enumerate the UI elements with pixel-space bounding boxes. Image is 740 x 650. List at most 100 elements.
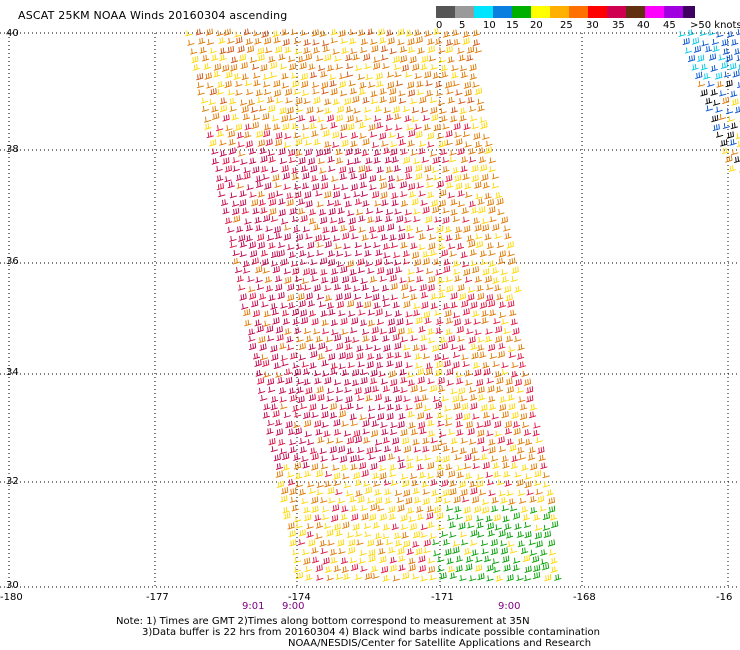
wind-barb: [346, 159, 354, 166]
wind-barb: [494, 284, 502, 292]
wind-barb: [396, 318, 404, 326]
wind-barb: [452, 546, 460, 554]
wind-barb: [283, 224, 292, 231]
wind-barb: [479, 116, 487, 123]
wind-barb: [333, 379, 342, 386]
wind-barb: [309, 71, 318, 79]
wind-barb: [491, 267, 500, 274]
wind-barb: [420, 106, 428, 113]
wind-barb: [465, 379, 473, 386]
wind-barb: [373, 480, 381, 487]
wind-barb: [414, 164, 423, 172]
wind-barb: [274, 232, 283, 240]
wind-barb: [437, 524, 445, 531]
wind-barb: [342, 521, 350, 529]
wind-barb: [468, 386, 477, 393]
wind-barb: [294, 327, 302, 334]
wind-barb: [472, 29, 480, 37]
wind-barb: [488, 249, 496, 256]
wind-barb: [222, 157, 230, 165]
wind-barb: [236, 225, 244, 233]
wind-barb: [722, 48, 731, 55]
wind-barb: [382, 436, 390, 444]
wind-barb: [482, 133, 490, 140]
wind-barb: [365, 165, 373, 173]
wind-barb: [422, 206, 430, 214]
wind-barb: [736, 141, 740, 148]
wind-barb: [320, 182, 329, 190]
wind-barb: [273, 123, 281, 131]
wind-barb: [358, 557, 366, 564]
wind-barb: [241, 303, 249, 310]
wind-barb: [350, 420, 358, 427]
wind-barb: [461, 402, 469, 411]
wind-barb: [474, 181, 482, 189]
wind-barb: [320, 547, 328, 555]
wind-barb: [289, 207, 297, 215]
wind-barb: [444, 548, 452, 556]
wind-barb: [367, 267, 375, 274]
wind-barb: [333, 472, 341, 480]
wind-barb: [389, 464, 397, 471]
wind-barb: [290, 260, 299, 267]
wind-barb: [523, 521, 532, 529]
wind-barb: [516, 531, 524, 538]
wind-barb: [314, 234, 322, 242]
wind-barb: [727, 115, 735, 122]
wind-barb: [360, 38, 369, 46]
wind-barb: [241, 73, 249, 81]
wind-barb: [444, 226, 453, 233]
wind-barb: [366, 539, 375, 547]
wind-barb: [509, 547, 518, 554]
wind-barb: [382, 295, 390, 302]
wind-barb: [477, 386, 485, 394]
wind-barb: [228, 147, 236, 155]
wind-barb: [454, 275, 462, 282]
wind-barb: [406, 455, 414, 462]
wind-barb: [354, 250, 363, 257]
wind-barb: [729, 62, 737, 71]
wind-barb: [280, 403, 288, 410]
wind-barb: [316, 55, 324, 62]
wind-barb: [390, 141, 398, 148]
wind-barb: [412, 344, 420, 352]
wind-barb: [453, 268, 461, 275]
wind-barb: [257, 47, 265, 55]
wind-barb: [436, 225, 444, 233]
wind-barb: [727, 31, 735, 38]
wind-barb: [458, 344, 466, 352]
wind-barb: [410, 428, 419, 436]
wind-barb: [728, 165, 736, 173]
wind-barb: [230, 56, 239, 64]
wind-barb: [458, 54, 466, 62]
wind-barb: [409, 523, 417, 531]
wind-barb: [393, 445, 402, 453]
wind-barb: [372, 385, 380, 393]
wind-barb: [534, 470, 542, 478]
map-title: ASCAT 25KM NOAA Winds 20160304 ascending: [18, 9, 288, 22]
wind-barb: [324, 471, 333, 478]
wind-barb: [343, 292, 352, 300]
wind-barb: [263, 88, 272, 96]
wind-barb: [359, 414, 367, 421]
wind-barb: [459, 531, 467, 538]
wind-barb: [367, 216, 375, 224]
wind-barb: [509, 309, 517, 317]
wind-barb: [293, 557, 302, 564]
wind-barb: [415, 362, 423, 369]
wind-barb: [488, 403, 497, 411]
wind-barb: [282, 452, 290, 461]
wind-barb: [418, 471, 427, 479]
wind-barb: [300, 214, 308, 223]
wind-barb: [697, 54, 705, 62]
wind-barb: [425, 174, 434, 181]
wind-barb: [345, 148, 353, 156]
wind-barb: [460, 165, 468, 173]
wind-barb: [526, 395, 534, 403]
wind-barb: [476, 531, 485, 538]
wind-barb: [370, 90, 378, 98]
wind-barb: [321, 370, 330, 377]
wind-barb: [351, 513, 359, 521]
wind-barb: [308, 208, 317, 216]
wind-barb: [216, 125, 224, 132]
